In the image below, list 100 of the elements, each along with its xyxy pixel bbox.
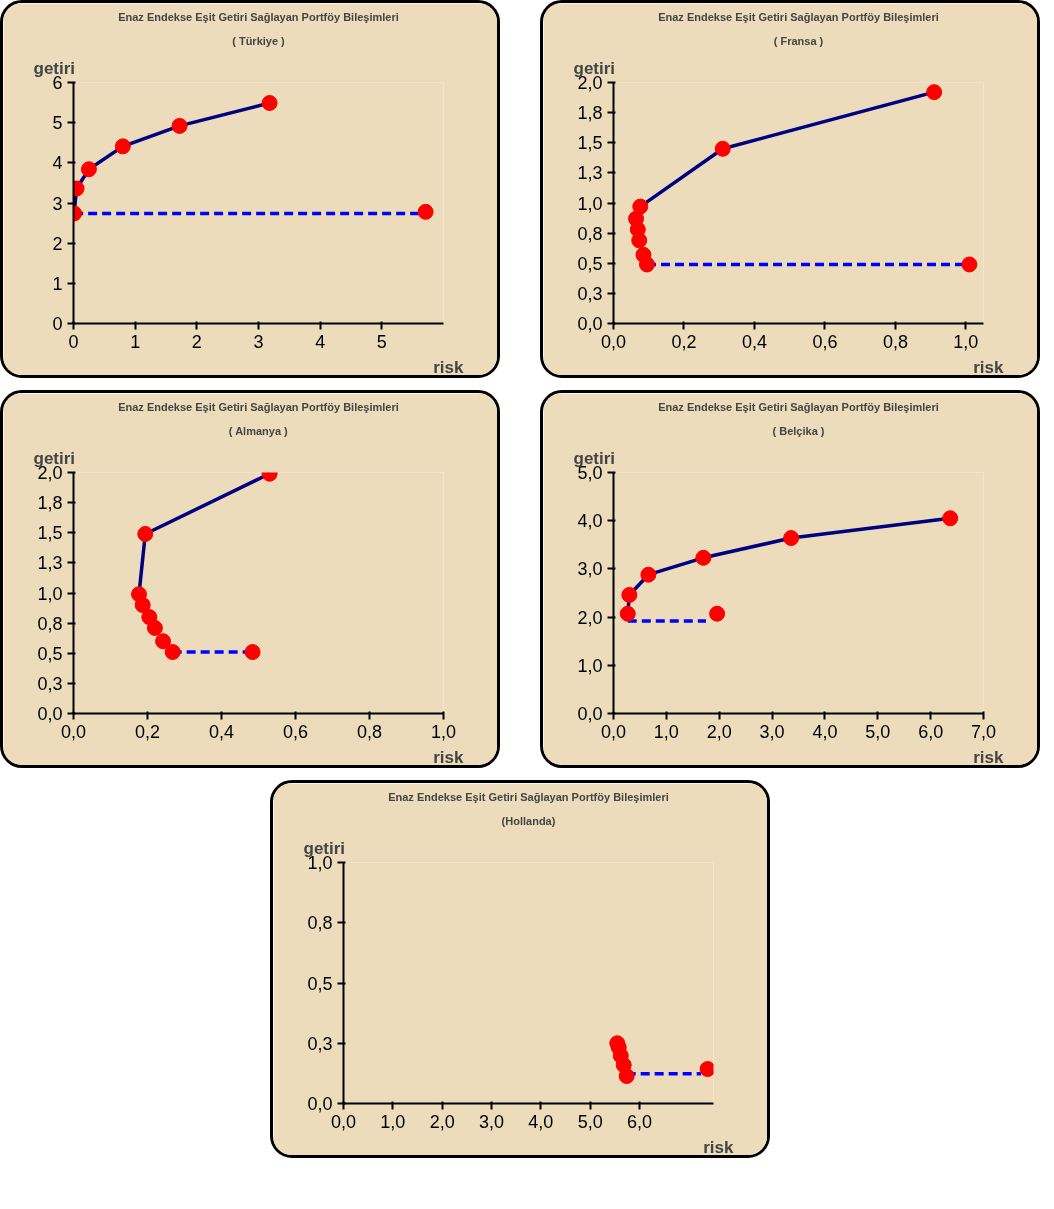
x-tick-label: 6,0 bbox=[626, 1111, 653, 1132]
y-tick-label: 3 bbox=[52, 193, 63, 214]
y-tick-label: 0,5 bbox=[577, 253, 603, 274]
x-axis-title: risk bbox=[973, 357, 1005, 377]
x-tick-label: 2,0 bbox=[429, 1111, 455, 1132]
x-tick-label: 1,0 bbox=[430, 721, 457, 742]
y-tick-label: 0,0 bbox=[577, 704, 603, 724]
point bbox=[417, 203, 434, 220]
chart-title: Enaz Endekse Eşit Getiri Sağlayan Portföy Bileşimleri bbox=[388, 790, 669, 803]
x-tick-label: 1,0 bbox=[380, 1111, 406, 1132]
x-tick-label: 0,0 bbox=[330, 1111, 357, 1132]
chart-subtitle: ( Almanya ) bbox=[228, 424, 289, 437]
y-tick-label: 2 bbox=[52, 233, 63, 254]
chart-title: Enaz Endekse Eşit Getiri Sağlayan Portföy Bileşimleri bbox=[658, 10, 939, 23]
y-tick-label: 0,0 bbox=[577, 314, 603, 334]
x-tick-label: 0,2 bbox=[671, 331, 697, 352]
x-tick-label: 2 bbox=[191, 331, 202, 352]
y-tick-label: 0,0 bbox=[37, 704, 63, 724]
x-tick-label: 5,0 bbox=[865, 721, 891, 742]
x-tick-label: 0,8 bbox=[356, 721, 383, 742]
point bbox=[155, 633, 172, 650]
x-axis-title: risk bbox=[433, 747, 465, 767]
chart-title: Enaz Endekse Eşit Getiri Sağlayan Portföy Bileşimleri bbox=[658, 400, 939, 413]
y-tick-label: 1,0 bbox=[577, 193, 603, 214]
point bbox=[709, 605, 726, 622]
y-tick-label: 5 bbox=[52, 113, 63, 134]
point bbox=[632, 198, 649, 215]
y-tick-label: 4 bbox=[52, 153, 63, 174]
chart-title: Enaz Endekse Eşit Getiri Sağlayan Portföy Bileşimleri bbox=[118, 400, 399, 413]
chart-subtitle: ( Türkiye ) bbox=[232, 34, 286, 47]
y-tick-label: 1,3 bbox=[37, 553, 63, 574]
x-tick-label: 3,0 bbox=[759, 721, 785, 742]
x-tick-label: 5 bbox=[376, 331, 387, 352]
x-tick-label: 0,2 bbox=[134, 721, 161, 742]
point bbox=[261, 95, 278, 111]
y-tick-label: 1,5 bbox=[37, 523, 63, 544]
chart-title: Enaz Endekse Eşit Getiri Sağlayan Portföy Bileşimleri bbox=[118, 10, 399, 23]
x-tick-label: 3 bbox=[253, 331, 264, 352]
y-tick-label: 0 bbox=[52, 314, 63, 334]
x-tick-label: 0,4 bbox=[741, 331, 767, 352]
y-tick-label: 1,8 bbox=[37, 493, 63, 514]
y-tick-label: 0,8 bbox=[37, 613, 63, 634]
x-tick-label: 0,4 bbox=[208, 721, 235, 742]
x-tick-label: 4,0 bbox=[812, 721, 838, 742]
y-tick-label: 0,3 bbox=[577, 283, 603, 304]
point bbox=[695, 549, 712, 566]
point bbox=[942, 510, 959, 527]
y-tick-label: 4,0 bbox=[577, 511, 603, 532]
y-tick-label: 2,0 bbox=[577, 607, 603, 628]
y-tick-label: 3,0 bbox=[577, 559, 603, 580]
x-tick-label: 0,6 bbox=[812, 331, 838, 352]
x-tick-label: 7,0 bbox=[970, 721, 997, 742]
x-tick-label: 4,0 bbox=[528, 1111, 554, 1132]
point bbox=[130, 586, 147, 603]
point bbox=[961, 256, 978, 273]
point bbox=[640, 566, 657, 583]
chart-subtitle: ( Fransa ) bbox=[773, 34, 824, 47]
x-axis-title: risk bbox=[703, 1137, 735, 1157]
y-tick-label: 1,8 bbox=[577, 103, 603, 124]
y-tick-label: 0,5 bbox=[37, 643, 63, 664]
point bbox=[714, 140, 731, 157]
point bbox=[619, 605, 636, 622]
point bbox=[80, 161, 97, 178]
y-tick-label: 0,3 bbox=[307, 1033, 333, 1054]
x-tick-label: 0,8 bbox=[882, 331, 908, 352]
point bbox=[171, 117, 188, 134]
point bbox=[137, 525, 154, 542]
x-tick-label: 0,0 bbox=[600, 721, 627, 742]
point bbox=[699, 1061, 714, 1078]
x-tick-label: 1,0 bbox=[653, 721, 679, 742]
point bbox=[244, 644, 261, 661]
y-tick-label: 1 bbox=[52, 273, 63, 294]
x-tick-label: 1,0 bbox=[953, 331, 979, 352]
point bbox=[783, 530, 800, 547]
y-tick-label: 0,8 bbox=[307, 913, 333, 934]
y-tick-label: 0,3 bbox=[37, 673, 63, 694]
x-tick-label: 3,0 bbox=[478, 1111, 505, 1132]
x-tick-label: 0,6 bbox=[282, 721, 309, 742]
x-tick-label: 0,0 bbox=[600, 331, 627, 352]
y-tick-label: 1,0 bbox=[37, 583, 63, 604]
y-tick-label: 0,0 bbox=[307, 1094, 333, 1114]
point bbox=[635, 246, 652, 263]
x-tick-label: 0 bbox=[68, 331, 79, 352]
x-axis-title: risk bbox=[433, 357, 465, 377]
point bbox=[926, 84, 943, 101]
y-tick-label: 0,5 bbox=[307, 973, 333, 994]
x-tick-label: 6,0 bbox=[918, 721, 944, 742]
chart-subtitle: (Hollanda) bbox=[501, 814, 556, 827]
chart-subtitle: ( Belçika ) bbox=[772, 424, 825, 437]
y-tick-label: 0,8 bbox=[577, 223, 603, 244]
point bbox=[141, 609, 158, 626]
point bbox=[621, 586, 638, 603]
y-tick-label: 1,3 bbox=[577, 163, 603, 184]
x-tick-label: 2,0 bbox=[706, 721, 732, 742]
point bbox=[114, 138, 131, 155]
y-tick-label: 1,0 bbox=[577, 655, 603, 676]
x-axis-title: risk bbox=[973, 747, 1005, 767]
x-tick-label: 1 bbox=[130, 331, 141, 352]
point bbox=[164, 644, 181, 661]
y-tick-label: 1,5 bbox=[577, 133, 603, 154]
